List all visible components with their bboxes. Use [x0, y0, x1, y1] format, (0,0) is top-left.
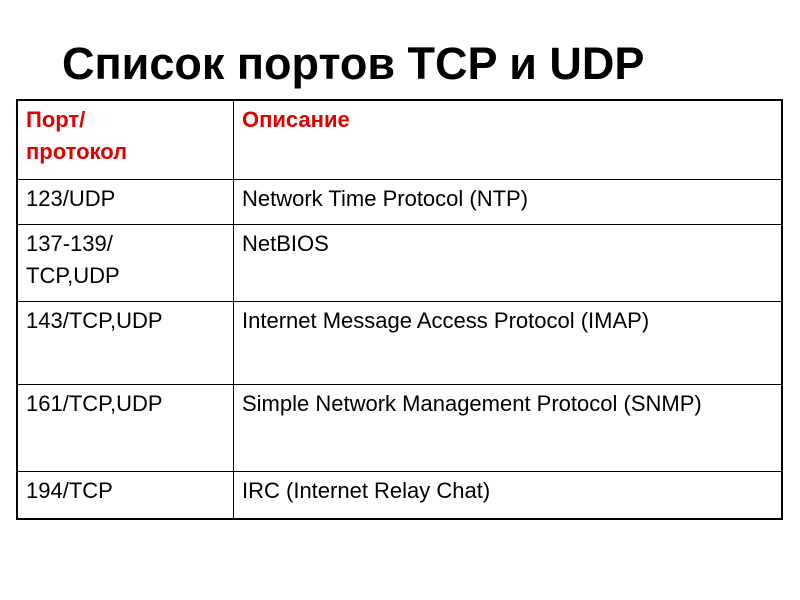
table-row: 137-139/ TCP,UDP NetBIOS — [16, 223, 783, 302]
port-cell: 161/TCP,UDP — [16, 383, 234, 472]
ports-table: Порт/ протокол Описание 123/UDP Network … — [16, 99, 783, 520]
table-row: 194/TCP IRC (Internet Relay Chat) — [16, 470, 783, 520]
table-row: 143/TCP,UDP Internet Message Access Prot… — [16, 300, 783, 385]
description-cell: Network Time Protocol (NTP) — [233, 178, 783, 225]
description-cell: IRC (Internet Relay Chat) — [233, 470, 783, 520]
table-row: 161/TCP,UDP Simple Network Management Pr… — [16, 383, 783, 472]
description-cell: Internet Message Access Protocol (IMAP) — [233, 300, 783, 385]
header-description: Описание — [233, 99, 783, 180]
table-row: 123/UDP Network Time Protocol (NTP) — [16, 178, 783, 225]
port-cell: 123/UDP — [16, 178, 234, 225]
port-cell: 137-139/ TCP,UDP — [16, 223, 234, 302]
port-cell: 194/TCP — [16, 470, 234, 520]
port-cell-text: 137-139/ TCP,UDP — [26, 230, 120, 288]
header-port-text: Порт/ протокол — [26, 107, 128, 164]
description-cell: Simple Network Management Protocol (SNMP… — [233, 383, 783, 472]
header-port: Порт/ протокол — [16, 99, 234, 180]
description-cell: NetBIOS — [233, 223, 783, 302]
table-header-row: Порт/ протокол Описание — [16, 99, 783, 180]
slide-title: Список портов TCP и UDP — [62, 38, 645, 89]
port-cell: 143/TCP,UDP — [16, 300, 234, 385]
